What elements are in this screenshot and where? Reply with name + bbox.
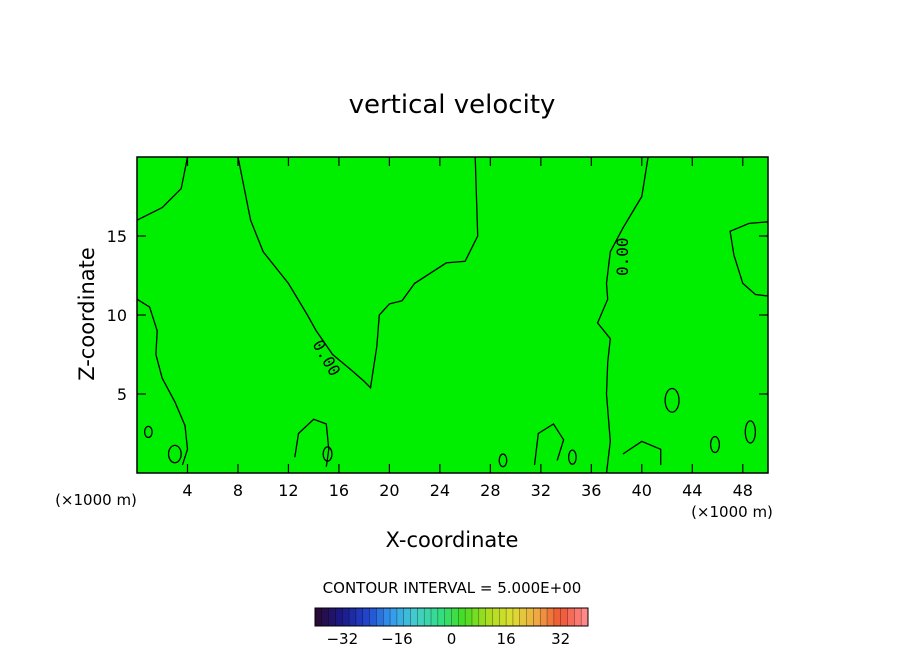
colorbar-cell xyxy=(321,608,329,626)
x-axis-unit: (×1000 m) xyxy=(691,503,773,521)
contour-loop-6 xyxy=(709,436,721,454)
colorbar-cell xyxy=(396,608,405,626)
colorbar-cell xyxy=(485,608,493,626)
contour-right-center xyxy=(596,156,649,474)
y-tick-label: 5 xyxy=(117,385,127,404)
x-tick-label: 28 xyxy=(480,481,500,500)
colorbar-cell xyxy=(519,608,527,626)
contour-loop-5 xyxy=(744,420,757,444)
x-tick-label: 44 xyxy=(682,481,702,500)
y-axis-label: Z-coordinate xyxy=(75,247,99,381)
colorbar-tick-label: 0 xyxy=(447,630,457,648)
contour-interval-label: CONTOUR INTERVAL = 5.000E+00 xyxy=(323,579,582,597)
contour-blob-a xyxy=(294,418,330,467)
colorbar-cell xyxy=(451,608,459,626)
colorbar-cell xyxy=(574,608,582,626)
colorbar-cell xyxy=(369,608,377,626)
colorbar-cell xyxy=(526,608,534,626)
colorbar-cell xyxy=(471,608,480,626)
contour-loop-2 xyxy=(143,425,153,439)
y-tick-label: 10 xyxy=(107,306,127,325)
contour-loop-1 xyxy=(664,387,680,413)
colorbar-ticks: −32 −16 0 16 32 xyxy=(326,630,570,648)
colorbar-cell xyxy=(553,608,561,626)
contour-blob-b xyxy=(533,423,565,466)
colorbar-cell xyxy=(342,608,350,626)
chart-title: vertical velocity xyxy=(349,90,556,120)
colorbar-tick-label: 32 xyxy=(551,630,570,648)
colorbar-cell xyxy=(533,608,541,626)
colorbar-cell xyxy=(458,608,466,626)
x-tick-label: 32 xyxy=(531,481,551,500)
x-axis-label: X-coordinate xyxy=(386,528,519,552)
contour-loop-7 xyxy=(567,449,577,465)
contour-loop-4 xyxy=(322,446,333,462)
colorbar-cell xyxy=(315,608,323,626)
x-tick-label: 36 xyxy=(581,481,601,500)
colorbar-cell xyxy=(547,608,555,626)
colorbar-cell xyxy=(492,608,500,626)
colorbar-cell xyxy=(499,608,507,626)
contour-blob-c xyxy=(622,440,662,466)
colorbar-tick-label: 16 xyxy=(497,630,516,648)
colorbar-cell xyxy=(383,608,391,626)
colorbar-cell xyxy=(444,608,452,626)
colorbar-cell xyxy=(355,608,364,626)
colorbar-tick-label: −16 xyxy=(381,630,413,648)
z-axis-unit: (×1000 m) xyxy=(55,491,137,509)
colorbar-cell xyxy=(437,608,445,626)
colorbar-cell xyxy=(335,608,343,626)
colorbar-cell xyxy=(403,608,411,626)
colorbar xyxy=(314,607,589,627)
contour-center-v xyxy=(237,156,479,390)
colorbar-cell xyxy=(540,608,548,626)
colorbar-cell xyxy=(349,608,357,626)
contour-loop-8 xyxy=(498,453,508,468)
velocity-field xyxy=(137,157,768,473)
x-tick-label: 24 xyxy=(430,481,450,500)
x-tick-label: 40 xyxy=(632,481,652,500)
x-tick-label: 12 xyxy=(278,481,298,500)
colorbar-cell xyxy=(512,608,521,626)
contour-label-right: 0.00 xyxy=(613,237,632,276)
colorbar-cell xyxy=(410,608,418,626)
colorbar-cell xyxy=(390,608,398,626)
colorbar-cell xyxy=(567,608,575,626)
colorbar-cell xyxy=(376,608,384,626)
colorbar-frame xyxy=(314,607,589,627)
x-tick-label: 48 xyxy=(733,481,753,500)
colorbar-cell xyxy=(362,608,370,626)
contour-left-upper xyxy=(136,156,189,221)
colorbar-cell xyxy=(560,608,568,626)
colorbar-cell xyxy=(417,608,425,626)
x-tick-label: 20 xyxy=(379,481,399,500)
colorbar-cell xyxy=(431,608,439,626)
y-axis-ticks: 5 10 15 xyxy=(107,227,768,404)
contour-right-upper xyxy=(729,221,769,297)
colorbar-cell xyxy=(581,608,589,626)
x-tick-label: 16 xyxy=(329,481,349,500)
colorbar-cell xyxy=(328,608,336,626)
contour-lines xyxy=(136,156,769,474)
x-tick-label: 8 xyxy=(233,481,243,500)
y-tick-label: 15 xyxy=(107,227,127,246)
colorbar-tick-label: −32 xyxy=(326,630,358,648)
colorbar-cell xyxy=(506,608,514,626)
colorbar-cell xyxy=(478,608,486,626)
colorbar-cell xyxy=(424,608,432,626)
contour-left-lower xyxy=(136,298,189,466)
colorbar-cell xyxy=(465,608,473,626)
contour-loop-3 xyxy=(167,444,182,464)
x-axis-ticks: 4 8 12 16 20 24 28 32 36 40 44 48 xyxy=(182,157,753,500)
x-tick-label: 4 xyxy=(182,481,192,500)
